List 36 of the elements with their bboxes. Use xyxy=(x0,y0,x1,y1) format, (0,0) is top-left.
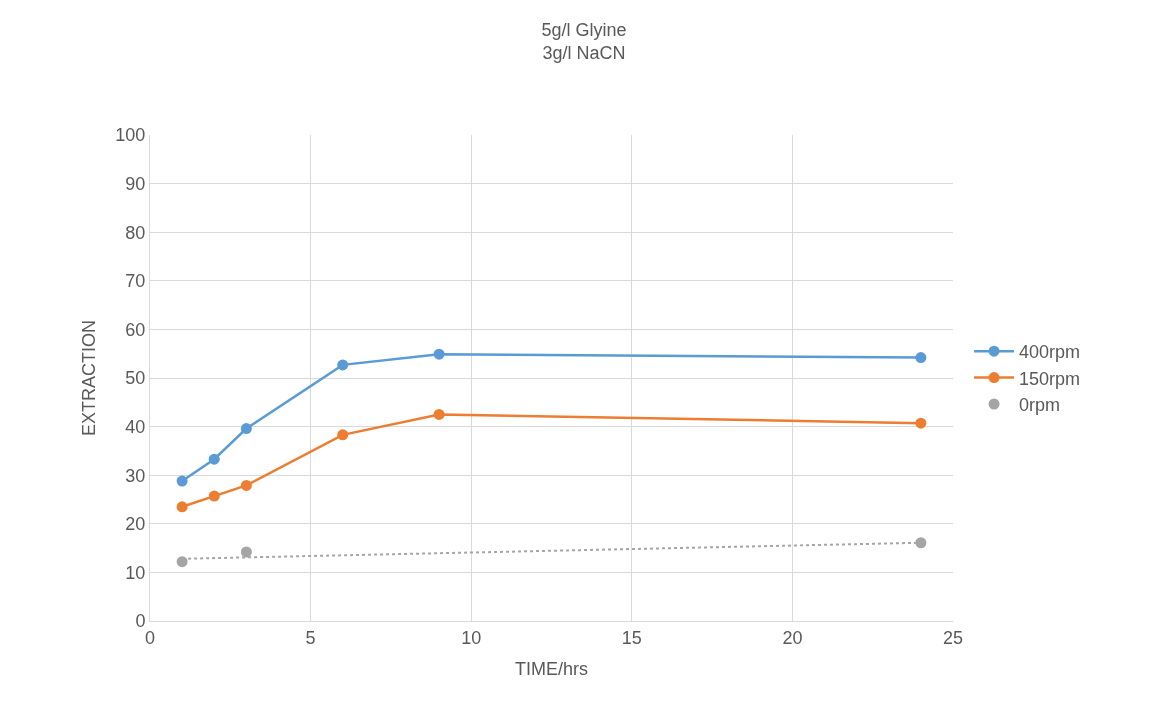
y-tick-label: 70 xyxy=(125,271,146,292)
x-tick-label: 15 xyxy=(621,627,642,648)
point xyxy=(208,453,220,465)
y-axis-title: EXTRACTION xyxy=(78,319,99,437)
y-tick-label: 0 xyxy=(135,611,146,632)
legend-label: 150rpm xyxy=(1019,368,1081,389)
legend-label: 400rpm xyxy=(1019,342,1081,363)
point xyxy=(337,359,349,371)
point xyxy=(240,546,252,558)
point xyxy=(208,490,220,502)
chart-title: 5g/l Glyine 3g/l NaCN xyxy=(541,20,627,64)
x-tick-label: 5 xyxy=(305,627,316,648)
y-tick-label: 10 xyxy=(125,562,146,583)
point xyxy=(176,556,188,568)
x-tick-label: 20 xyxy=(782,627,803,648)
x-tick-label: 25 xyxy=(942,627,964,648)
y-tick-label: 100 xyxy=(115,125,146,146)
point xyxy=(176,475,188,487)
point xyxy=(915,352,927,364)
x-axis-title: TIME/hrs xyxy=(514,658,589,679)
point xyxy=(240,423,252,435)
point xyxy=(433,408,445,420)
y-tick-label: 90 xyxy=(125,173,146,194)
point xyxy=(240,479,252,491)
y-tick-label: 20 xyxy=(125,514,146,535)
point xyxy=(176,501,188,513)
y-tick-label: 50 xyxy=(125,368,146,389)
x-tick-label: 10 xyxy=(461,627,482,648)
y-tick-label: 60 xyxy=(125,319,146,340)
point xyxy=(433,348,445,360)
point xyxy=(337,429,349,441)
point xyxy=(915,417,927,429)
y-tick-label: 80 xyxy=(125,222,146,243)
y-tick-label: 40 xyxy=(125,416,146,437)
legend-label: 0rpm xyxy=(1019,395,1061,416)
y-tick-label: 30 xyxy=(125,465,146,486)
